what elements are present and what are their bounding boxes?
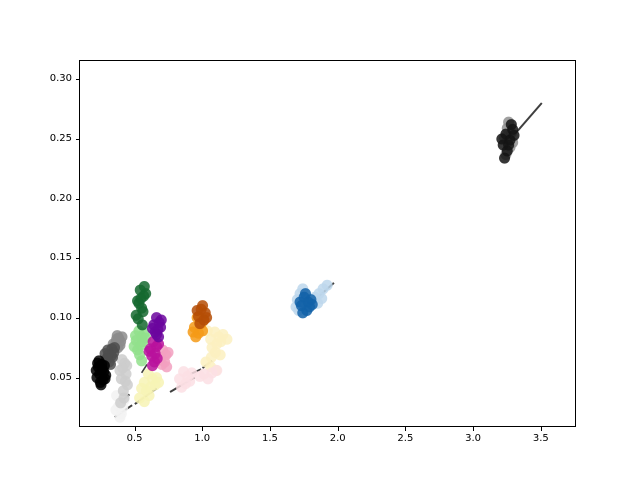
scatter-point (503, 139, 515, 151)
scatter-point (176, 381, 188, 393)
scatter-point (92, 357, 104, 369)
series-black (90, 355, 112, 391)
scatter-point (187, 326, 199, 338)
x-tick-label: 2.5 (397, 433, 414, 444)
seg-green-stem (140, 364, 148, 374)
scatter-point (119, 375, 131, 387)
scatter-point (143, 345, 155, 357)
y-tick-mark (75, 198, 79, 200)
scatter-point (130, 330, 142, 342)
scatter-point (114, 411, 126, 423)
y-tick-label: 0.20 (49, 192, 72, 204)
scatter-point (128, 340, 140, 352)
scatter-point (161, 361, 173, 373)
x-tick-label: 0.5 (126, 433, 143, 444)
y-tick-label: 0.05 (49, 372, 72, 384)
y-tick-mark (75, 258, 79, 260)
series-dark-black-cluster (496, 119, 520, 164)
x-tick-label: 3.0 (465, 433, 482, 444)
scatter-point (115, 397, 127, 409)
x-tick-mark (134, 427, 136, 431)
y-tick-mark (75, 138, 79, 140)
y-tick-mark (75, 378, 79, 380)
scatter-point (116, 354, 128, 366)
scatter-point (214, 349, 226, 361)
scatter-point (136, 382, 148, 394)
scatter-point (138, 280, 150, 292)
x-tick-label: 1.0 (194, 433, 211, 444)
y-tick-label: 0.30 (49, 72, 72, 84)
scatter-point (162, 346, 174, 358)
scatter-point (109, 342, 121, 354)
scatter-plot-canvas (90, 102, 543, 423)
y-tick-label: 0.15 (49, 252, 72, 264)
y-tick-label: 0.25 (49, 132, 72, 144)
x-tick-label: 2.0 (329, 433, 346, 444)
x-tick-mark (473, 427, 475, 431)
y-tick-label: 0.10 (49, 312, 72, 324)
series-magenta (143, 336, 165, 372)
scatter-point (508, 129, 520, 141)
series-light-grey (114, 354, 133, 409)
scatter-point (138, 396, 150, 408)
plot-axes (79, 60, 576, 427)
scatter-point (201, 312, 213, 324)
scatter-point (116, 331, 128, 343)
scatter-point (194, 370, 206, 382)
scatter-point (191, 304, 203, 316)
scatter-point (306, 298, 318, 310)
series-purple (146, 312, 167, 343)
scatter-point (99, 373, 111, 385)
scatter-point (299, 288, 311, 300)
x-tick-mark (202, 427, 204, 431)
scatter-point (221, 333, 233, 345)
scatter-point (136, 355, 148, 367)
scatter-point (184, 375, 196, 387)
scatter-point (505, 119, 517, 131)
scatter-point (151, 328, 163, 340)
series-dark-green (130, 280, 152, 331)
series-light-green (128, 325, 152, 367)
x-tick-mark (405, 427, 407, 431)
scatter-point (211, 364, 223, 376)
y-tick-mark (75, 78, 79, 80)
series-pale-yellow (134, 368, 165, 408)
y-tick-mark (75, 318, 79, 320)
x-tick-mark (337, 427, 339, 431)
x-tick-mark (269, 427, 271, 431)
series-pale-pink (174, 364, 223, 393)
series-dark-orange (191, 300, 213, 330)
scatter-point (316, 292, 328, 304)
scatter-point (136, 319, 148, 331)
scatter-point (146, 360, 158, 372)
scatter-point (294, 296, 306, 308)
scatter-point (135, 292, 147, 304)
scatter-point (153, 376, 165, 388)
x-tick-label: 1.5 (261, 433, 278, 444)
scatter-points (90, 116, 520, 423)
x-tick-mark (540, 427, 542, 431)
scatter-point (321, 279, 333, 291)
series-blue (294, 288, 318, 319)
scatter-point (499, 152, 511, 164)
x-tick-label: 3.5 (532, 433, 549, 444)
